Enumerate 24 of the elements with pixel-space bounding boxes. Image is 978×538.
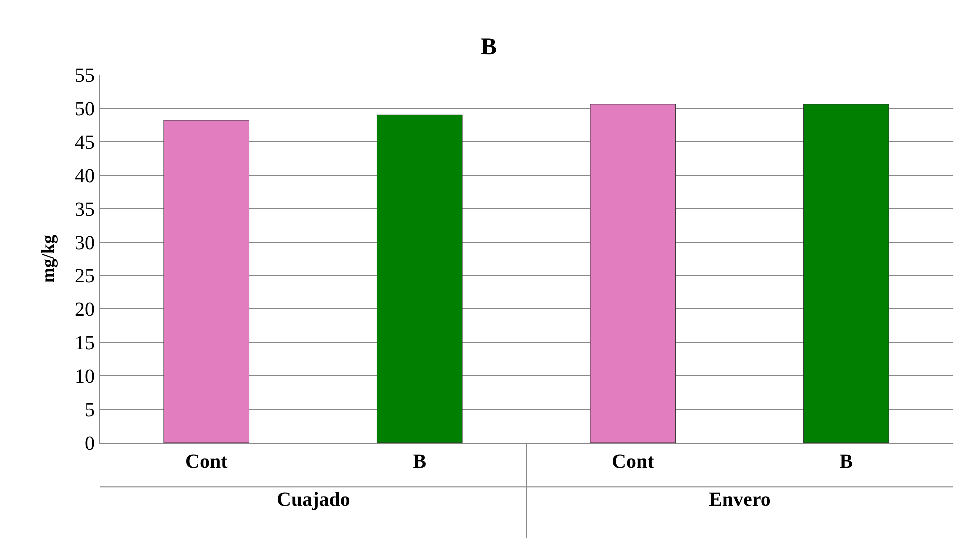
y-tick-label: 0 [85,433,95,455]
y-tick-label: 40 [75,165,95,188]
y-tick-label: 25 [75,266,95,288]
y-tick-label: 55 [75,65,95,87]
y-tick-label: 15 [75,332,95,355]
y-tick-label: 30 [75,232,95,254]
x-tick-label: Cont [186,451,228,473]
text: Envero [709,489,771,511]
bar [164,120,250,443]
x-tick-label: B [840,451,854,473]
x-tick-label: B [413,451,427,473]
y-tick-label: 10 [75,366,95,388]
y-tick-label: 35 [75,198,95,221]
y-tick-label: 50 [75,98,95,120]
bar [376,114,463,443]
text: Cuajado [277,489,350,511]
y-tick-label: 5 [85,400,95,422]
y-tick-label: 20 [75,299,95,322]
chart-title: B [480,34,498,60]
y-axis-title: mg/kg [38,234,58,284]
y-tick-label: 45 [75,132,95,154]
bar [803,104,890,443]
x-tick-label: Cont [612,451,655,473]
bar [590,104,676,443]
